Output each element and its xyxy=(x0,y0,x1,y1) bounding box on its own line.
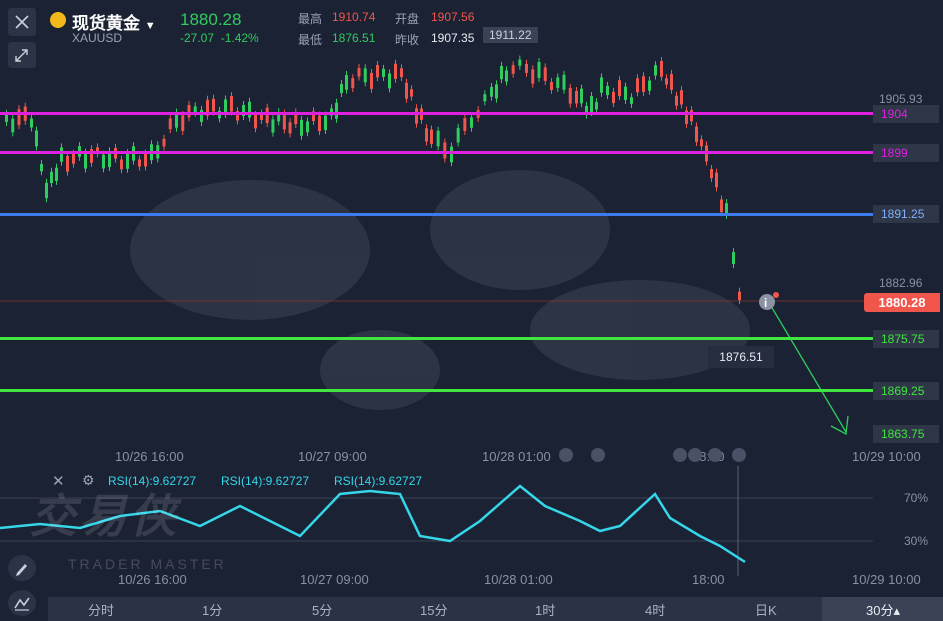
price-change: -27.07 -1.42% xyxy=(180,31,259,45)
level-tag-1869: 1869.25 xyxy=(873,382,939,400)
level-tag-1899: 1899 xyxy=(873,144,939,162)
info-marker-glyph: i xyxy=(764,296,767,310)
change-percent: -1.42% xyxy=(220,31,259,45)
high-value: 1910.74 xyxy=(332,10,376,24)
projection-arrow-line xyxy=(767,300,847,433)
timeframe-tab-fenshi[interactable]: 分时 xyxy=(88,603,115,618)
instrument-name: 现货黄金 xyxy=(72,14,140,33)
low-label: 最低 xyxy=(298,33,323,47)
rsi-legend-2: RSI(14):9.62727 xyxy=(221,474,310,488)
timeframe-bar xyxy=(48,597,943,621)
prev-close-value: 1907.35 xyxy=(431,31,475,45)
projection-arrowhead xyxy=(830,415,849,436)
level-line-1891[interactable] xyxy=(0,213,873,216)
time-tick-5: 10/29 10:00 xyxy=(852,449,921,464)
timeframe-tab-30m[interactable]: 30分▴ xyxy=(866,603,900,618)
change-value: -27.07 xyxy=(180,31,215,45)
watermark-sub: TRADER MASTER xyxy=(68,556,227,572)
instrument-title[interactable]: 现货黄金 ▼ xyxy=(72,9,156,34)
axis-mark-2: 1882.96 xyxy=(879,276,923,290)
high-price-label: 1911.22 xyxy=(483,27,538,43)
level-line-1875[interactable] xyxy=(0,337,873,340)
timeframe-tab-1m[interactable]: 1分 xyxy=(202,603,223,618)
watermark-logo: 交易侠 xyxy=(30,490,180,542)
gold-logo-icon xyxy=(50,12,66,28)
pencil-icon xyxy=(16,564,27,576)
level-tag-target: 1863.75 xyxy=(873,425,939,443)
time-tick-3: 10/28 01:00 xyxy=(482,449,551,464)
level-line-1899[interactable] xyxy=(0,151,873,154)
timeframe-tab-15m[interactable]: 15分 xyxy=(420,603,448,618)
timeframe-tab-4h[interactable]: 4时 xyxy=(645,603,666,618)
current-price-tag: 1880.28 xyxy=(864,293,940,312)
rsi-level-30: 30% xyxy=(904,534,929,548)
level-tag-1904: 1904 xyxy=(873,105,939,123)
timeframe-selected-bg xyxy=(822,597,943,621)
prev-close-label: 昨收 xyxy=(395,33,420,47)
axis-mark-1: 1905.93 xyxy=(879,92,923,106)
expand-icon xyxy=(15,49,28,62)
open-label: 开盘 xyxy=(395,12,420,26)
close-button[interactable] xyxy=(8,8,36,36)
rsi-time-tick-5: 10/29 10:00 xyxy=(852,572,921,587)
close-icon xyxy=(15,15,29,29)
level-line-1904[interactable] xyxy=(0,112,873,115)
low-value: 1876.51 xyxy=(332,31,376,45)
rsi-indicator-chart[interactable] xyxy=(0,466,943,596)
candlestick-chart[interactable]: i xyxy=(0,0,943,470)
rsi-level-70: 70% xyxy=(904,491,929,505)
rsi-time-tick-3: 10/28 01:00 xyxy=(484,572,553,587)
close-indicator-icon[interactable]: ✕ xyxy=(52,473,65,490)
chevron-down-icon: ▼ xyxy=(144,20,156,32)
info-marker-icon[interactable] xyxy=(759,294,775,310)
instrument-symbol: XAUUSD xyxy=(72,31,123,45)
low-price-label: 1876.51 xyxy=(708,346,774,368)
level-tag-1891: 1891.25 xyxy=(873,205,939,223)
event-markers[interactable] xyxy=(550,444,750,466)
timeframe-tab-daily[interactable]: 日K xyxy=(755,603,777,618)
indicator-tool-button[interactable] xyxy=(8,590,36,616)
draw-tool-button[interactable] xyxy=(8,555,36,581)
quote-header: 现货黄金 ▼ XAUUSD 1880.28 -27.07 -1.42% 最高 1… xyxy=(0,0,943,50)
rsi-legend-3: RSI(14):9.62727 xyxy=(334,474,423,488)
rsi-time-tick-4: 18:00 xyxy=(692,572,725,587)
rsi-legend-1: RSI(14):9.62727 xyxy=(108,474,197,488)
level-line-1869[interactable] xyxy=(0,389,873,392)
high-label: 最高 xyxy=(298,12,323,26)
candles-group xyxy=(5,55,741,305)
time-tick-2: 10/27 09:00 xyxy=(298,449,367,464)
level-tag-1875: 1875.75 xyxy=(873,330,939,348)
open-value: 1907.56 xyxy=(431,10,475,24)
timeframe-tab-1h[interactable]: 1时 xyxy=(535,603,556,618)
rsi-time-tick-1: 10/26 16:00 xyxy=(118,572,187,587)
indicator-icon xyxy=(14,597,30,611)
timeframe-tab-5m[interactable]: 5分 xyxy=(312,603,333,618)
alert-dot xyxy=(773,292,779,298)
fullscreen-button[interactable] xyxy=(8,42,36,68)
rsi-time-tick-2: 10/27 09:00 xyxy=(300,572,369,587)
settings-gear-icon[interactable]: ⚙ xyxy=(82,472,95,488)
time-tick-1: 10/26 16:00 xyxy=(115,449,184,464)
current-price: 1880.28 xyxy=(180,10,242,29)
